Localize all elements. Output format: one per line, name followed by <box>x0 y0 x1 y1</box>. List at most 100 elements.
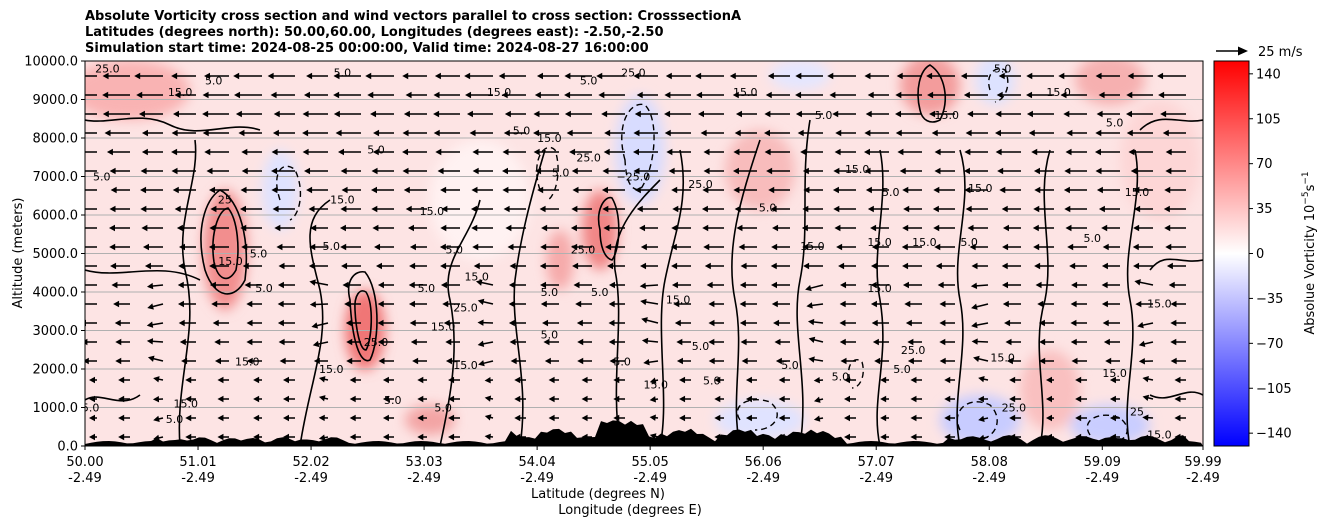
wind-vector-head <box>934 167 941 175</box>
wind-vector-head <box>211 300 218 308</box>
x-tick-label-lat: 57.07 <box>858 455 895 470</box>
wind-vector-head <box>417 433 424 441</box>
x-tick-label-lon: -2.49 <box>520 471 554 486</box>
wind-vector-head <box>417 395 424 403</box>
x-tick-label-lon: -2.49 <box>746 471 780 486</box>
contour-label: 5.0 <box>703 375 721 388</box>
wind-vector-shaft <box>480 281 494 286</box>
wind-vector-head <box>504 110 511 118</box>
wind-vector-head <box>1103 338 1110 346</box>
contour-label: 25.0 <box>1002 402 1027 415</box>
wind-vector-shaft <box>1139 281 1154 286</box>
wind-vector-head <box>839 300 846 308</box>
wind-vector-head <box>253 414 260 422</box>
wind-vector-head <box>214 357 221 365</box>
wind-vector-head <box>409 319 416 327</box>
wind-vector-head <box>813 377 820 384</box>
chart-title-line-1: Absolute Vorticity cross section and win… <box>85 9 742 24</box>
wind-vector-head <box>373 129 380 137</box>
wind-vector-head <box>668 167 675 175</box>
wind-vector-head <box>935 262 942 270</box>
wind-vector-head <box>106 148 113 156</box>
wind-vector-head <box>995 148 1002 156</box>
wind-vector-head <box>636 205 643 213</box>
wind-vector-shaft <box>482 360 494 365</box>
wind-vector-shaft <box>813 338 824 343</box>
colorbar-label-unit-exponent: −1 <box>1301 171 1311 184</box>
wind-vector-head <box>204 148 211 156</box>
contour-label: 5.0 <box>580 74 598 87</box>
wind-vector-head <box>1165 243 1172 251</box>
wind-vector-head <box>206 167 213 175</box>
wind-vector-head <box>701 205 708 213</box>
wind-vector-head <box>1170 319 1177 327</box>
wind-vector-head <box>177 300 184 308</box>
wind-vector-head <box>608 281 615 289</box>
wind-vector-head <box>146 282 154 290</box>
contour-label: 25.0 <box>621 67 646 80</box>
wind-vector-head <box>973 355 980 363</box>
wind-vector-head <box>1009 376 1016 384</box>
wind-vector-head <box>572 186 579 194</box>
wind-vector-head <box>864 167 871 175</box>
wind-vector-head <box>303 91 310 99</box>
x-tick-label-lon: -2.49 <box>68 471 102 486</box>
wind-vector-head <box>571 167 578 175</box>
wind-vector-head <box>505 224 512 232</box>
colorbar-label-base: Absolue Vorticity 10 <box>1303 205 1318 335</box>
wind-vector-head <box>1028 129 1035 137</box>
wind-vector-head <box>695 72 702 80</box>
wind-vector-head <box>607 262 614 270</box>
wind-vector-head <box>370 110 377 118</box>
wind-vector-head <box>204 72 211 80</box>
wind-vector-head <box>1026 110 1033 118</box>
wind-vector-head <box>613 414 620 422</box>
wind-vector-head <box>78 263 84 269</box>
wind-vector-head <box>608 319 615 327</box>
wind-vector-head <box>144 262 151 270</box>
terrain-silhouette <box>85 420 1203 446</box>
wind-vector-head <box>605 243 612 251</box>
wind-vector-head <box>1063 110 1070 118</box>
wind-vector-head <box>604 129 611 137</box>
wind-vector-head <box>700 129 707 137</box>
wind-vector-head <box>85 338 88 346</box>
wind-vector-head <box>1174 414 1181 422</box>
wind-vector-head <box>708 300 715 308</box>
colorbar-label: Absolue Vorticity 10−5s−1 <box>1301 171 1318 334</box>
wind-vector-head <box>676 357 683 365</box>
wind-vector-head <box>778 395 785 403</box>
wind-vector-head <box>577 357 584 365</box>
wind-vector-head <box>1095 72 1102 80</box>
wind-vector-head <box>1045 395 1052 403</box>
wind-vector-head <box>382 395 389 403</box>
colorbar-label-unit: s <box>1303 184 1318 191</box>
wind-vector-head <box>874 357 881 365</box>
wind-vector-shaft <box>1143 341 1154 345</box>
wind-vector-head <box>77 206 83 212</box>
wind-vector-head <box>827 72 834 80</box>
wind-vector-head <box>313 357 320 365</box>
wind-vector-head <box>464 72 471 80</box>
wind-vector-head <box>1064 167 1071 175</box>
wind-vector-head <box>1127 72 1134 80</box>
wind-vector-head <box>832 186 839 194</box>
wind-vector-head <box>349 433 356 441</box>
wind-vector-head <box>770 262 777 270</box>
wind-vector-head <box>1105 357 1112 365</box>
wind-vector-head <box>402 129 409 137</box>
colorbar-tick-label: 0 <box>1256 247 1264 262</box>
wind-vector-head <box>679 414 686 422</box>
wind-vector-head <box>566 129 573 137</box>
wind-vector-head <box>217 414 224 422</box>
y-tick-label: 1000.0 <box>33 401 79 416</box>
wind-vector-head <box>939 357 946 365</box>
wind-vector-head <box>377 319 384 327</box>
x-tick-label-lon: -2.49 <box>407 471 441 486</box>
wind-vector-head <box>569 148 576 156</box>
wind-vector-head <box>870 224 877 232</box>
colorbar-tick-label: 35 <box>1256 202 1273 217</box>
wind-vector-head <box>89 395 95 403</box>
wind-vector-head <box>349 376 356 384</box>
wind-vector-head <box>174 205 181 213</box>
